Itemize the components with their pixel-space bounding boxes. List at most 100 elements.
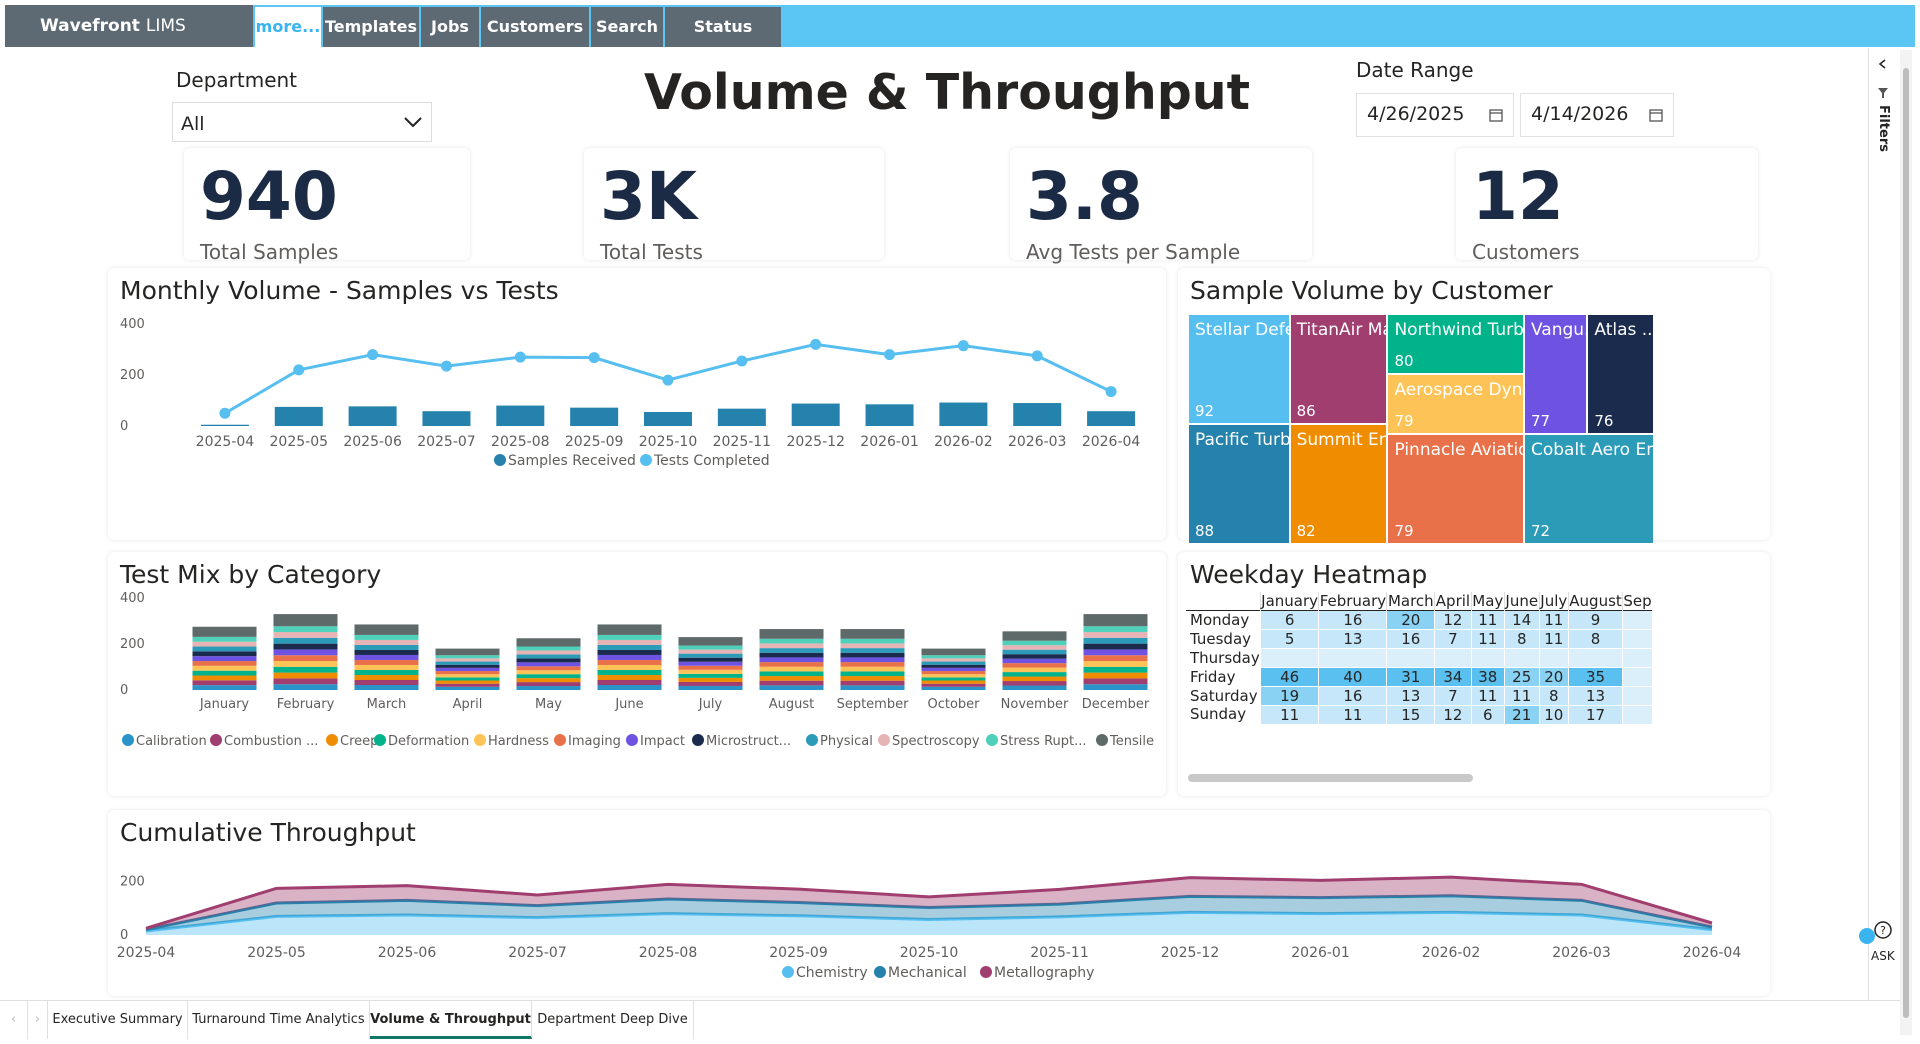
- heatmap-cell[interactable]: [1318, 648, 1387, 667]
- heatmap-cell[interactable]: [1622, 610, 1652, 630]
- treemap-cell[interactable]: Aerospace Dynam... 79: [1387, 373, 1524, 434]
- page-tab-volume-throughput[interactable]: Volume & Throughput: [370, 1001, 532, 1039]
- x-tick-label: 2026-01: [860, 434, 919, 450]
- heatmap-cell[interactable]: 21: [1503, 704, 1540, 724]
- page-tab-executive-summary[interactable]: Executive Summary: [48, 1001, 188, 1039]
- page-tab-turnaround[interactable]: Turnaround Time Analytics: [188, 1001, 370, 1039]
- heatmap-cell[interactable]: 46: [1259, 666, 1319, 686]
- column-header[interactable]: June: [1503, 592, 1540, 611]
- heatmap-cell[interactable]: 6: [1470, 704, 1505, 724]
- heatmap-cell[interactable]: 20: [1386, 610, 1435, 630]
- heatmap-cell[interactable]: 13: [1386, 685, 1435, 705]
- treemap-cell[interactable]: Pacific Turbi... 88: [1188, 424, 1290, 544]
- heatmap-cell[interactable]: 12: [1434, 610, 1472, 630]
- heatmap-cell[interactable]: 9: [1568, 610, 1623, 630]
- heatmap-cell[interactable]: 10: [1538, 704, 1569, 724]
- treemap-cell[interactable]: Summit En... 82: [1289, 424, 1388, 544]
- heatmap-cell[interactable]: 35: [1568, 666, 1623, 686]
- heatmap-cell[interactable]: 12: [1434, 704, 1472, 724]
- heatmap-cell[interactable]: [1470, 648, 1505, 667]
- treemap-cell[interactable]: Cobalt Aero Engi... 72: [1523, 433, 1654, 544]
- heatmap-cell[interactable]: [1622, 685, 1652, 705]
- tab-scroll-left-icon[interactable]: ‹: [0, 1001, 28, 1039]
- heatmap-cell[interactable]: 8: [1538, 685, 1569, 705]
- date-from-input[interactable]: 4/26/2025: [1356, 93, 1514, 137]
- column-header[interactable]: Sep: [1622, 592, 1652, 611]
- treemap-cell[interactable]: Atlas ... 76: [1587, 314, 1654, 434]
- nav-tab-customers[interactable]: Customers: [481, 7, 589, 47]
- nav-tab-templates[interactable]: Templates: [323, 7, 419, 47]
- treemap-cell[interactable]: TitanAir Ma... 86: [1289, 314, 1388, 425]
- heatmap-cell[interactable]: 5: [1259, 629, 1319, 649]
- heatmap-cell[interactable]: 11: [1318, 704, 1387, 724]
- heatmap-cell[interactable]: [1622, 648, 1652, 667]
- nav-tab-status-board[interactable]: Status Board: [665, 7, 781, 76]
- heatmap-cell[interactable]: 19: [1259, 685, 1319, 705]
- department-dropdown[interactable]: All: [172, 102, 432, 142]
- treemap-cell[interactable]: Northwind Turbin... 80: [1387, 314, 1524, 374]
- heatmap-cell[interactable]: 31: [1386, 666, 1435, 686]
- treemap-cell-value: 79: [1394, 521, 1414, 540]
- page-tab-department-deep-dive[interactable]: Department Deep Dive: [532, 1001, 694, 1039]
- heatmap-cell[interactable]: 13: [1568, 685, 1623, 705]
- heatmap-cell[interactable]: [1622, 704, 1652, 724]
- heatmap-scrollbar[interactable]: [1188, 774, 1473, 782]
- heatmap-cell[interactable]: 16: [1386, 629, 1435, 649]
- treemap-cell[interactable]: Pinnacle Aviation 79: [1387, 433, 1524, 544]
- department-label: Department: [176, 68, 298, 92]
- heatmap-cell[interactable]: [1259, 648, 1319, 667]
- date-to-input[interactable]: 4/14/2026: [1520, 93, 1674, 137]
- heatmap-cell[interactable]: [1622, 666, 1652, 686]
- column-header[interactable]: July: [1538, 592, 1569, 611]
- heatmap-cell[interactable]: 7: [1434, 629, 1472, 649]
- heatmap-cell[interactable]: 11: [1503, 685, 1540, 705]
- scroll-thumb[interactable]: [1903, 68, 1909, 1018]
- filters-pane[interactable]: [1868, 48, 1898, 1038]
- heatmap-cell[interactable]: 16: [1318, 610, 1387, 630]
- column-header[interactable]: January: [1259, 592, 1319, 611]
- heatmap-cell[interactable]: 8: [1503, 629, 1540, 649]
- heatmap-cell[interactable]: 7: [1434, 685, 1472, 705]
- heatmap-cell[interactable]: 11: [1470, 685, 1505, 705]
- heatmap-cell[interactable]: 15: [1386, 704, 1435, 724]
- column-header[interactable]: May: [1470, 592, 1505, 611]
- stack-segment: [597, 634, 662, 640]
- heatmap-cell[interactable]: 38: [1470, 666, 1505, 686]
- column-header[interactable]: March: [1386, 592, 1435, 611]
- heatmap-cell[interactable]: 17: [1568, 704, 1623, 724]
- heatmap-cell[interactable]: [1434, 648, 1472, 667]
- nav-tab-jobs[interactable]: Jobs: [421, 7, 479, 47]
- nav-tab-search[interactable]: Search: [591, 7, 663, 47]
- column-header[interactable]: February: [1318, 592, 1387, 611]
- tab-scroll-right-icon[interactable]: ›: [28, 1001, 48, 1039]
- vertical-scrollbar[interactable]: [1900, 50, 1912, 1035]
- heatmap-cell[interactable]: 16: [1318, 685, 1387, 705]
- heatmap-cell[interactable]: 11: [1538, 610, 1569, 630]
- heatmap-cell[interactable]: 40: [1318, 666, 1387, 686]
- ask-label: ASK: [1871, 949, 1895, 963]
- heatmap-cell[interactable]: 13: [1318, 629, 1387, 649]
- heatmap-cell[interactable]: 11: [1538, 629, 1569, 649]
- column-header[interactable]: April: [1434, 592, 1472, 611]
- heatmap-cell[interactable]: 34: [1434, 666, 1472, 686]
- treemap-cell[interactable]: Stellar Defen... 92: [1188, 314, 1290, 425]
- heatmap-cell[interactable]: [1386, 648, 1435, 667]
- heatmap-cell[interactable]: 25: [1503, 666, 1540, 686]
- heatmap-cell[interactable]: 8: [1568, 629, 1623, 649]
- heatmap-cell[interactable]: 6: [1259, 610, 1319, 630]
- heatmap-cell[interactable]: 11: [1470, 629, 1505, 649]
- heatmap-cell[interactable]: [1568, 648, 1623, 667]
- treemap-cell[interactable]: Vangu... 77: [1523, 314, 1588, 434]
- heatmap-cell[interactable]: [1622, 629, 1652, 649]
- nav-tab-more[interactable]: more...: [255, 7, 321, 47]
- x-tick-label: October: [927, 697, 980, 712]
- ask-button[interactable]: ? ASK: [1855, 920, 1895, 963]
- heatmap-cell[interactable]: 20: [1538, 666, 1569, 686]
- heatmap-cell[interactable]: 11: [1470, 610, 1505, 630]
- column-header[interactable]: August: [1568, 592, 1623, 611]
- heatmap-cell[interactable]: [1538, 648, 1569, 667]
- heatmap-cell[interactable]: 14: [1503, 610, 1540, 630]
- heatmap-cell[interactable]: [1503, 648, 1540, 667]
- heatmap-cell[interactable]: 11: [1259, 704, 1319, 724]
- app-logo[interactable]: Wavefront LIMS: [5, 5, 253, 47]
